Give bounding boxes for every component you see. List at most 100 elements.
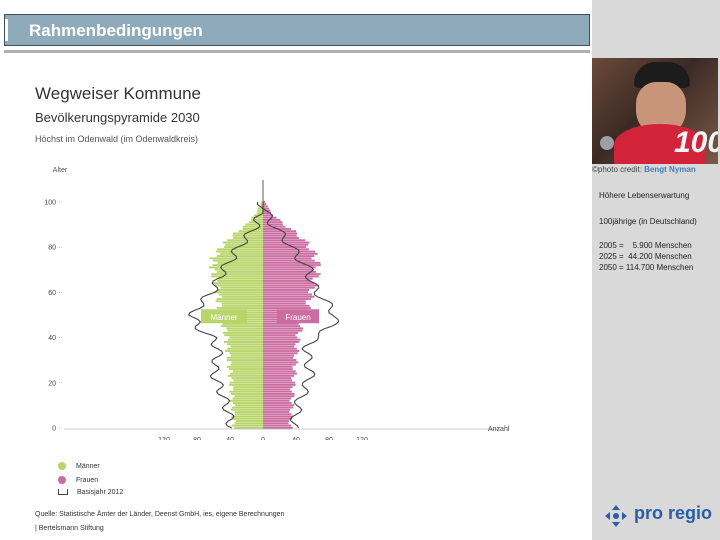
bar-frauen-age-62 xyxy=(263,286,315,289)
bar-frauen-age-59 xyxy=(263,293,313,296)
stat-line-2050: 2050 = 114.700 Menschen xyxy=(599,263,694,272)
bar-frauen-age-32 xyxy=(263,354,295,357)
bar-frauen-age-76 xyxy=(263,255,315,258)
bar-maenner-age-39 xyxy=(227,338,263,341)
bar-frauen-age-94 xyxy=(263,214,274,217)
bar-frauen-age-26 xyxy=(263,368,293,371)
bar-maenner-age-36 xyxy=(230,345,263,348)
bar-frauen-age-74 xyxy=(263,259,315,262)
photo-credit: ©photo credit: Bengt Nyman xyxy=(592,165,696,174)
bar-maenner-age-59 xyxy=(218,293,263,296)
bar-maenner-age-33 xyxy=(229,352,263,355)
bar-frauen-age-0 xyxy=(263,426,293,429)
bar-frauen-age-10 xyxy=(263,404,295,407)
bar-maenner-age-16 xyxy=(229,390,263,393)
bar-frauen-age-5 xyxy=(263,415,294,418)
bar-maenner-age-32 xyxy=(230,354,263,357)
y-tick-label-100: 100 xyxy=(44,200,56,207)
bar-frauen-age-11 xyxy=(263,402,292,404)
y-tick-label-40: 40 xyxy=(48,335,56,342)
bar-frauen-age-46 xyxy=(263,322,299,325)
bar-frauen-age-57 xyxy=(263,298,311,300)
bar-frauen-age-78 xyxy=(263,250,316,253)
bar-frauen-age-68 xyxy=(263,273,321,276)
bar-maenner-age-14 xyxy=(234,395,263,398)
legend-swatch-basisjahr xyxy=(58,489,68,496)
side-subheading: 100jährige (in Deutschland) xyxy=(599,217,697,226)
bar-maenner-age-99 xyxy=(260,203,263,206)
bar-frauen-age-6 xyxy=(263,413,292,416)
bar-maenner-age-89 xyxy=(242,225,263,228)
bar-frauen-age-97 xyxy=(263,207,270,210)
bar-frauen-age-42 xyxy=(263,331,299,334)
bar-frauen-age-100 xyxy=(263,200,266,203)
bar-maenner-age-100 xyxy=(261,200,263,203)
bar-maenner-age-6 xyxy=(235,413,263,416)
bar-maenner-age-69 xyxy=(217,270,263,273)
bar-maenner-age-35 xyxy=(227,347,263,350)
bar-maenner-age-42 xyxy=(223,331,263,334)
bar-maenner-age-88 xyxy=(242,227,263,230)
bar-frauen-age-29 xyxy=(263,361,299,364)
bar-maenner-age-19 xyxy=(229,383,263,386)
bar-maenner-age-15 xyxy=(230,392,263,395)
bar-maenner-age-37 xyxy=(227,343,263,346)
bar-maenner-age-0 xyxy=(234,426,263,429)
bar-maenner-age-72 xyxy=(212,264,263,267)
bar-maenner-age-5 xyxy=(231,415,263,418)
bar-frauen-age-99 xyxy=(263,203,267,206)
bar-frauen-age-12 xyxy=(263,399,290,402)
bar-frauen-age-90 xyxy=(263,223,283,226)
bar-maenner-age-97 xyxy=(257,207,263,210)
bar-frauen-age-79 xyxy=(263,248,309,251)
bar-frauen-age-14 xyxy=(263,395,295,398)
bar-maenner-age-61 xyxy=(217,289,263,291)
bar-maenner-age-43 xyxy=(227,329,263,332)
bar-maenner-age-25 xyxy=(232,370,263,373)
series-label-maenner: Männer xyxy=(210,313,237,322)
bar-frauen-age-21 xyxy=(263,379,293,382)
bar-frauen-age-39 xyxy=(263,338,301,341)
bar-maenner-age-90 xyxy=(245,223,263,226)
bar-maenner-age-1 xyxy=(231,424,263,427)
outline-basisjahr-left xyxy=(187,201,264,429)
bar-frauen-age-56 xyxy=(263,300,306,303)
slide-title: Rahmenbedingungen xyxy=(29,21,203,40)
bar-frauen-age-40 xyxy=(263,336,298,339)
bar-frauen-age-35 xyxy=(263,347,297,350)
bar-maenner-age-12 xyxy=(229,399,263,402)
bar-maenner-age-17 xyxy=(233,388,263,391)
bar-frauen-age-61 xyxy=(263,289,310,291)
bar-maenner-age-65 xyxy=(217,279,263,282)
title-bar-accent xyxy=(5,19,8,41)
photo-number: 100 xyxy=(674,126,718,159)
bar-frauen-age-85 xyxy=(263,234,297,237)
bar-frauen-age-82 xyxy=(263,241,310,244)
bar-frauen-age-13 xyxy=(263,397,292,400)
bar-maenner-age-18 xyxy=(233,386,263,389)
bar-maenner-age-98 xyxy=(259,205,263,208)
photo-lei-shape xyxy=(614,124,706,164)
bar-maenner-age-79 xyxy=(217,248,263,251)
bar-frauen-age-63 xyxy=(263,284,318,287)
bar-maenner-age-9 xyxy=(231,406,263,409)
bar-maenner-age-27 xyxy=(226,365,263,368)
legend-label-basisjahr: Basisjahr 2012 xyxy=(77,489,124,496)
bar-frauen-age-23 xyxy=(263,374,295,377)
y-tick-label-60: 60 xyxy=(48,290,56,297)
bar-frauen-age-43 xyxy=(263,329,303,332)
bar-frauen-age-95 xyxy=(263,212,271,215)
bar-maenner-age-55 xyxy=(221,302,263,305)
bar-frauen-age-37 xyxy=(263,343,296,346)
bar-maenner-age-53 xyxy=(216,307,263,310)
bar-frauen-age-1 xyxy=(263,424,292,427)
legend-swatch-maenner xyxy=(58,462,66,470)
bar-frauen-age-58 xyxy=(263,295,315,298)
bar-maenner-age-64 xyxy=(211,282,263,285)
bar-frauen-age-83 xyxy=(263,239,306,242)
x-tick-label-3: 0 xyxy=(261,437,265,440)
bar-frauen-age-41 xyxy=(263,334,296,337)
bar-frauen-age-4 xyxy=(263,417,293,420)
bar-frauen-age-91 xyxy=(263,221,283,224)
bar-maenner-age-93 xyxy=(251,216,263,219)
